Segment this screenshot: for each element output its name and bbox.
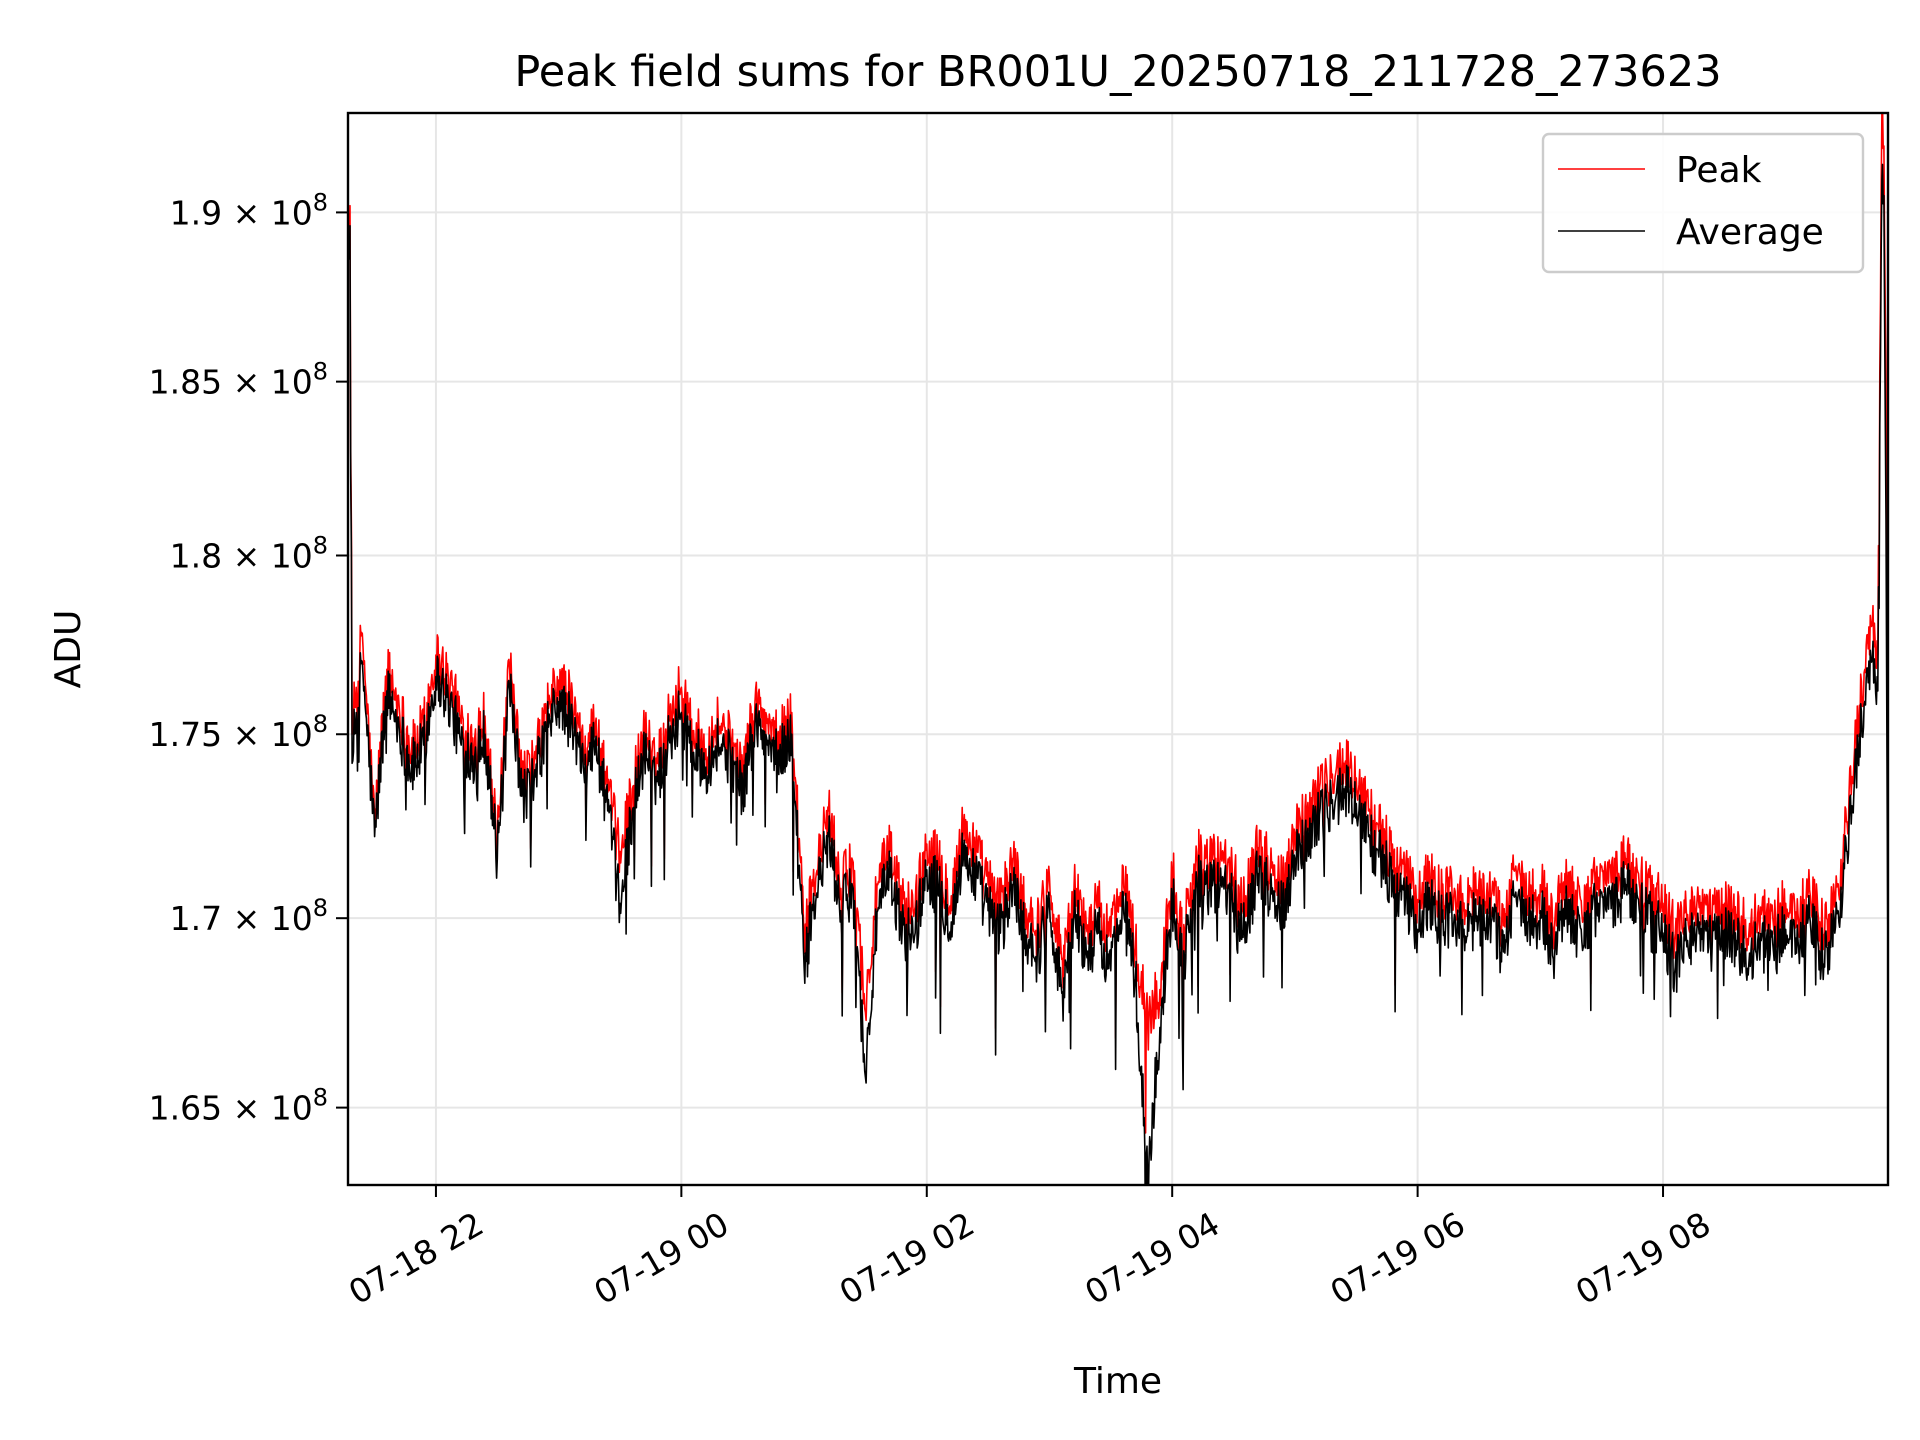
legend: Peak Average [1541, 132, 1865, 274]
y-tick-label: 1.85 × 108 [149, 358, 328, 402]
y-tick-mantissa: 1.85 [149, 363, 233, 402]
y-tick-exponent: 8 [313, 358, 328, 386]
chart-title: Peak field sums for BR001U_20250718_2117… [514, 47, 1721, 97]
y-tick-multiplier: × 10 [233, 1089, 313, 1128]
y-tick-exponent: 8 [313, 531, 328, 559]
y-tick-label: 1.65 × 108 [149, 1084, 328, 1128]
y-tick-multiplier: × 10 [233, 363, 313, 402]
y-tick-multiplier: × 10 [233, 536, 313, 575]
y-tick-multiplier: × 10 [233, 715, 313, 754]
plot-frame [346, 111, 1890, 1187]
y-tick-exponent: 8 [313, 188, 328, 216]
y-tick-exponent: 8 [313, 894, 328, 922]
y-tick-mantissa: 1.7 [170, 899, 233, 938]
y-axis-label: ADU [48, 610, 89, 689]
series-line-average [348, 163, 1888, 1185]
series-layer [348, 113, 1888, 1185]
y-tick-mantissa: 1.65 [149, 1089, 233, 1128]
y-tick-multiplier: × 10 [233, 899, 313, 938]
legend-label-peak: Peak [1676, 150, 1762, 191]
y-tick-mantissa: 1.8 [170, 536, 233, 575]
grid-lines [348, 113, 1888, 1185]
y-tick-mantissa: 1.75 [149, 715, 233, 754]
legend-label-average: Average [1676, 212, 1824, 253]
y-tick-label: 1.75 × 108 [149, 710, 328, 754]
y-tick-exponent: 8 [313, 1084, 328, 1112]
y-tick-label: 1.7 × 108 [170, 894, 328, 938]
y-tick-multiplier: × 10 [233, 193, 313, 232]
y-tick-label: 1.8 × 108 [170, 531, 328, 575]
y-tick-label: 1.9 × 108 [170, 188, 328, 232]
y-tick-exponent: 8 [313, 710, 328, 738]
x-axis-label: Time [1073, 1361, 1162, 1402]
y-tick-mantissa: 1.9 [170, 193, 233, 232]
